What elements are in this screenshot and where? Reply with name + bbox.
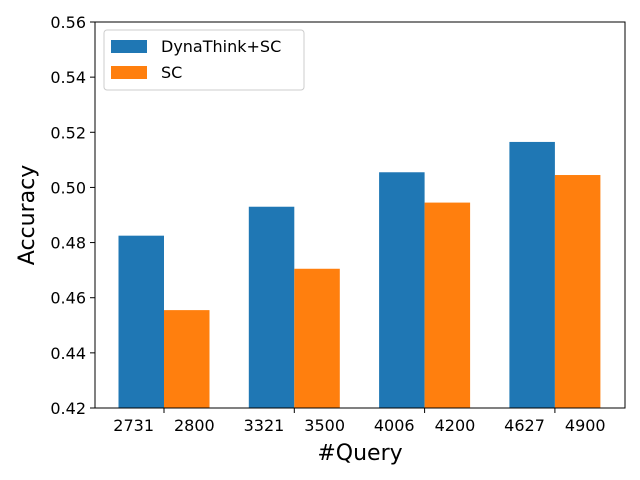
x-tick-label: 4627 [504, 416, 545, 435]
bar-sc [424, 202, 471, 408]
legend-swatch-dynathink-sc [111, 40, 147, 53]
legend-box [103, 29, 305, 91]
y-axis-ticks: 0.42 0.44 0.46 0.48 0.50 0.52 0.54 0.56 [50, 13, 95, 418]
x-tick-label: 4200 [435, 416, 476, 435]
bar-dynathink-sc [118, 235, 164, 408]
y-tick-label: 0.48 [50, 234, 86, 253]
y-tick-label: 0.54 [50, 68, 86, 87]
x-tick-label: 4900 [565, 416, 606, 435]
bar-dynathink-sc [248, 206, 295, 408]
x-tick-label: 3500 [304, 416, 345, 435]
legend-label-sc: SC [161, 63, 182, 82]
x-tick-label: 4006 [374, 416, 415, 435]
y-tick-label: 0.56 [50, 13, 86, 32]
y-tick-label: 0.52 [50, 123, 86, 142]
x-tick-label: 3321 [244, 416, 285, 435]
bar-sc [554, 175, 601, 408]
bar-sc [294, 268, 340, 408]
bar-dynathink-sc [509, 141, 555, 408]
legend-label-dynathink-sc: DynaThink+SC [161, 37, 281, 56]
bar-sc [164, 310, 210, 408]
bar-dynathink-sc [379, 172, 425, 408]
bars-layer [118, 141, 601, 408]
legend: DynaThink+SC SC [103, 29, 305, 91]
y-axis-label: Accuracy [15, 165, 40, 265]
y-tick-label: 0.50 [50, 178, 86, 197]
y-tick-label: 0.42 [50, 399, 86, 418]
x-tick-label: 2800 [174, 416, 215, 435]
y-tick-label: 0.46 [50, 289, 86, 308]
plot-frame [94, 21, 626, 409]
legend-swatch-sc [111, 66, 147, 79]
x-tick-label: 2731 [113, 416, 154, 435]
y-tick-label: 0.44 [50, 344, 86, 363]
x-axis-ticks: 2731 2800 3321 3500 4006 4200 4627 4900 [113, 408, 606, 435]
x-axis-label: #Query [317, 441, 402, 466]
